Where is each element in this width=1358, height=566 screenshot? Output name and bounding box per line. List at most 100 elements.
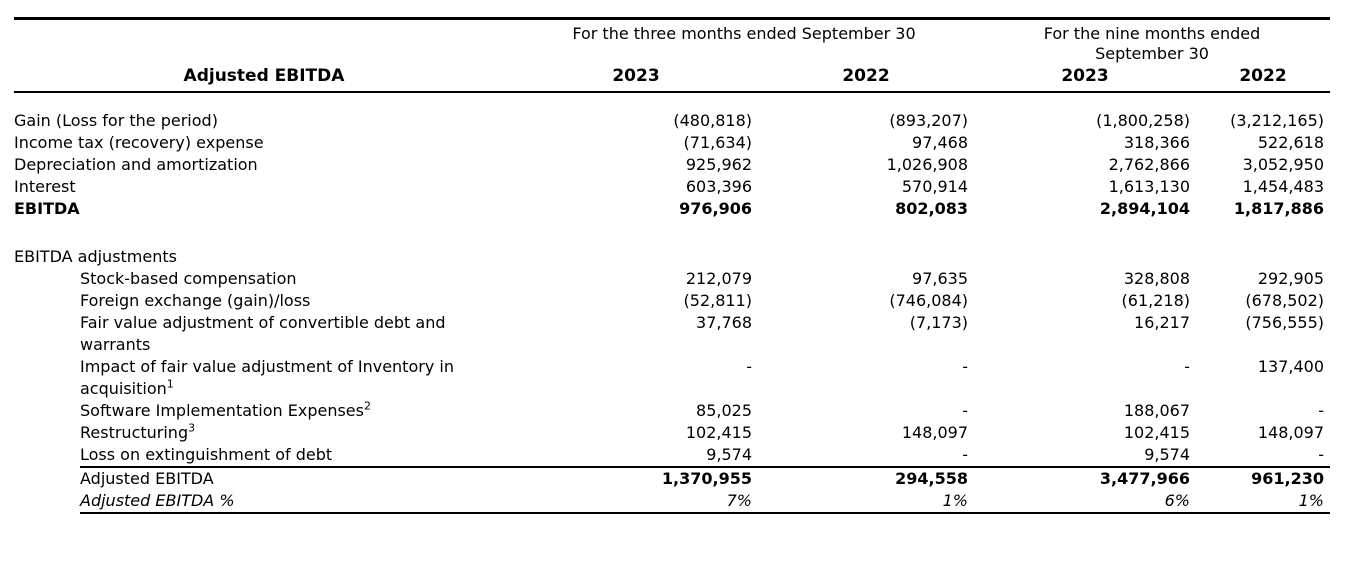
row-label-text: Stock-based compensation (80, 269, 297, 288)
value-cell: 570,914 (901, 177, 968, 196)
value-cell (1196, 246, 1330, 268)
nine-months-header: For the nine months ended September 30 (1043, 24, 1261, 63)
value-cell: 1,026,908 (886, 155, 968, 174)
value-cell: - (1318, 445, 1325, 464)
value-cell: (1,800,258) (1096, 111, 1190, 130)
value-cell: 9,574 (706, 445, 752, 464)
value-cell: - (746, 357, 752, 376)
value-cell: - (962, 401, 968, 420)
spacer-row (14, 92, 1330, 110)
year-header-3m-2022: 2022 (758, 64, 974, 93)
value-cell: 1,613,130 (1108, 177, 1190, 196)
value-cell: 97,468 (912, 133, 968, 152)
value-cell: (893,207) (889, 111, 968, 130)
value-cell: 3,052,950 (1242, 155, 1325, 174)
row-label: Stock-based compensation (14, 268, 514, 290)
table-row: Gain (Loss for the period) (480,818) (893,… (14, 110, 1330, 132)
adjusted-ebitda-table: For the three months ended September 30 … (14, 17, 1331, 514)
table-row: Foreign exchange (gain)/loss (52,811) (746… (14, 290, 1330, 312)
row-label-text: Foreign exchange (gain)/loss (80, 291, 311, 310)
value-cell: 3,477,966 (1099, 469, 1190, 488)
period-header-row: For the three months ended September 30 … (14, 19, 1330, 65)
year-header-9m-2022: 2022 (1196, 64, 1331, 93)
table-row: EBITDA adjustments (14, 246, 1330, 268)
table-row: Software Implementation Expenses2 85,025 -… (14, 400, 1330, 422)
row-label: Foreign exchange (gain)/loss (14, 290, 514, 312)
value-cell: 976,906 (679, 199, 752, 218)
value-cell: 2,762,866 (1108, 155, 1190, 174)
value-cell: (3,212,165) (1230, 111, 1325, 130)
value-cell (758, 246, 974, 268)
row-label-text: Income tax (recovery) expense (14, 133, 264, 152)
table-row: Loss on extinguishment of debt 9,574 - 9,57… (14, 444, 1330, 466)
row-label: Impact of fair value adjustment of Inven… (14, 356, 514, 400)
table-body: Gain (Loss for the period) (480,818) (893,… (14, 92, 1331, 514)
value-cell: 1,454,483 (1242, 177, 1325, 196)
value-cell: 925,962 (685, 155, 752, 174)
value-cell: - (1184, 357, 1190, 376)
value-cell: 318,366 (1123, 133, 1190, 152)
table-row: Adjusted EBITDA 1,370,955 294,558 3,477,966… (14, 468, 1330, 490)
table-row: Interest 603,396 570,914 1,613,130 1,454,483 (14, 176, 1330, 198)
row-label-text: Gain (Loss for the period) (14, 111, 218, 130)
value-cell: - (962, 357, 968, 376)
value-cell: 292,905 (1257, 269, 1325, 288)
value-cell: 137,400 (1257, 357, 1325, 376)
value-cell: 1% (942, 491, 968, 510)
value-cell (974, 246, 1196, 268)
value-cell: 85,025 (696, 401, 752, 420)
table-row: Stock-based compensation 212,079 97,635 328… (14, 268, 1330, 290)
value-cell: 1,370,955 (661, 469, 752, 488)
value-cell: (756,555) (1245, 313, 1325, 332)
row-label-text: Fair value adjustment of convertible deb… (80, 313, 446, 354)
value-cell: - (962, 445, 968, 464)
value-cell: 1,817,886 (1233, 199, 1325, 218)
table-row: Income tax (recovery) expense (71,634) 97,… (14, 132, 1330, 154)
year-header-9m-2023: 2023 (974, 64, 1196, 93)
row-label: Depreciation and amortization (14, 154, 514, 176)
value-cell: 37,768 (696, 313, 752, 332)
document-page: For the three months ended September 30 … (0, 17, 1358, 566)
value-cell: (52,811) (683, 291, 752, 310)
table-row: Restructuring3 102,415 148,097 102,415 148,0… (14, 422, 1330, 444)
value-cell: 148,097 (1257, 423, 1325, 442)
row-label: Adjusted EBITDA (14, 468, 514, 490)
rule-row (14, 512, 1331, 514)
spacer-row (14, 220, 1330, 246)
row-label: Adjusted EBITDA % (14, 490, 514, 512)
value-cell: 7% (726, 491, 752, 510)
value-cell: 522,618 (1257, 133, 1325, 152)
value-cell: 188,067 (1123, 401, 1190, 420)
row-label-text: Loss on extinguishment of debt (80, 445, 333, 464)
row-label: Income tax (recovery) expense (14, 132, 514, 154)
table-row: Adjusted EBITDA % 7% 1% 6% 1% (14, 490, 1330, 512)
value-cell: (746,084) (889, 291, 968, 310)
row-label-text: EBITDA (14, 199, 80, 218)
value-cell: 102,415 (1123, 423, 1190, 442)
value-cell (514, 246, 758, 268)
value-cell: 294,558 (895, 469, 968, 488)
row-label-text: Adjusted EBITDA % (80, 491, 235, 510)
value-cell: 802,083 (895, 199, 968, 218)
row-label-text: Restructuring (80, 423, 189, 442)
value-cell: 603,396 (685, 177, 752, 196)
row-label: EBITDA adjustments (14, 246, 514, 268)
value-cell: 961,230 (1251, 469, 1325, 488)
row-label: Loss on extinguishment of debt (14, 444, 514, 466)
rule-row (14, 466, 1331, 468)
value-cell: 328,808 (1123, 269, 1190, 288)
value-cell: 9,574 (1144, 445, 1190, 464)
value-cell: (61,218) (1121, 291, 1190, 310)
row-label-text: Adjusted EBITDA (80, 469, 214, 488)
value-cell: (480,818) (673, 111, 752, 130)
footnote-marker: 3 (188, 421, 196, 435)
value-cell: (678,502) (1245, 291, 1325, 310)
row-label-text: Interest (14, 177, 76, 196)
row-label: Fair value adjustment of convertible deb… (14, 312, 514, 356)
row-label: Software Implementation Expenses2 (14, 400, 514, 422)
table-row: Fair value adjustment of convertible deb… (14, 312, 1330, 356)
table-title: Adjusted EBITDA (14, 64, 514, 93)
row-label-text: Software Implementation Expenses (80, 401, 364, 420)
value-cell: - (1318, 401, 1325, 420)
table-row: Depreciation and amortization 925,962 1,02… (14, 154, 1330, 176)
